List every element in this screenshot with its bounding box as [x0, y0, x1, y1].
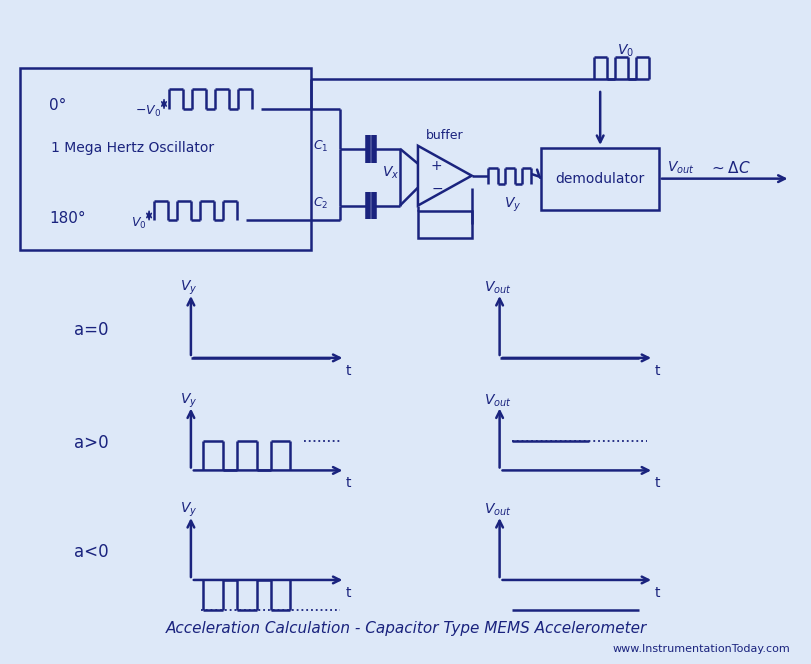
Bar — [542, 148, 659, 210]
Text: $\sim \Delta C$: $\sim \Delta C$ — [709, 159, 750, 176]
Text: $V_y$: $V_y$ — [180, 392, 198, 410]
Text: t: t — [345, 586, 351, 600]
Text: $C_1$: $C_1$ — [313, 139, 328, 154]
Text: t: t — [345, 476, 351, 491]
Text: buffer: buffer — [426, 129, 464, 142]
Text: a<0: a<0 — [74, 543, 109, 561]
Text: t: t — [345, 364, 351, 378]
Text: t: t — [654, 364, 659, 378]
Text: $V_0$: $V_0$ — [616, 43, 633, 59]
Text: $V_{out}$: $V_{out}$ — [483, 392, 512, 409]
Text: $C_2$: $C_2$ — [313, 196, 328, 211]
Text: www.InstrumentationToday.com: www.InstrumentationToday.com — [612, 643, 791, 653]
Text: $V_x$: $V_x$ — [382, 165, 400, 181]
Text: +: + — [431, 159, 443, 173]
Text: $V_{out}$: $V_{out}$ — [667, 159, 694, 176]
Text: t: t — [654, 476, 659, 491]
Text: demodulator: demodulator — [556, 172, 645, 186]
Text: $-$: $-$ — [431, 181, 443, 195]
Text: Acceleration Calculation - Capacitor Type MEMS Accelerometer: Acceleration Calculation - Capacitor Typ… — [165, 622, 646, 636]
Bar — [19, 68, 311, 250]
Text: 180°: 180° — [49, 211, 86, 226]
Text: $-V_0$: $-V_0$ — [135, 104, 161, 120]
Text: a=0: a=0 — [74, 321, 109, 339]
Text: $V_{out}$: $V_{out}$ — [483, 502, 512, 519]
Text: $V_{out}$: $V_{out}$ — [483, 280, 512, 296]
Bar — [418, 210, 472, 238]
Text: a>0: a>0 — [74, 434, 109, 452]
Text: $V_y$: $V_y$ — [504, 196, 521, 214]
Text: $V_0$: $V_0$ — [131, 216, 146, 231]
Text: 1 Mega Hertz Oscillator: 1 Mega Hertz Oscillator — [51, 141, 215, 155]
Text: $V_y$: $V_y$ — [180, 501, 198, 519]
Text: t: t — [654, 586, 659, 600]
Text: $V_y$: $V_y$ — [180, 279, 198, 297]
Text: 0°: 0° — [49, 98, 67, 113]
